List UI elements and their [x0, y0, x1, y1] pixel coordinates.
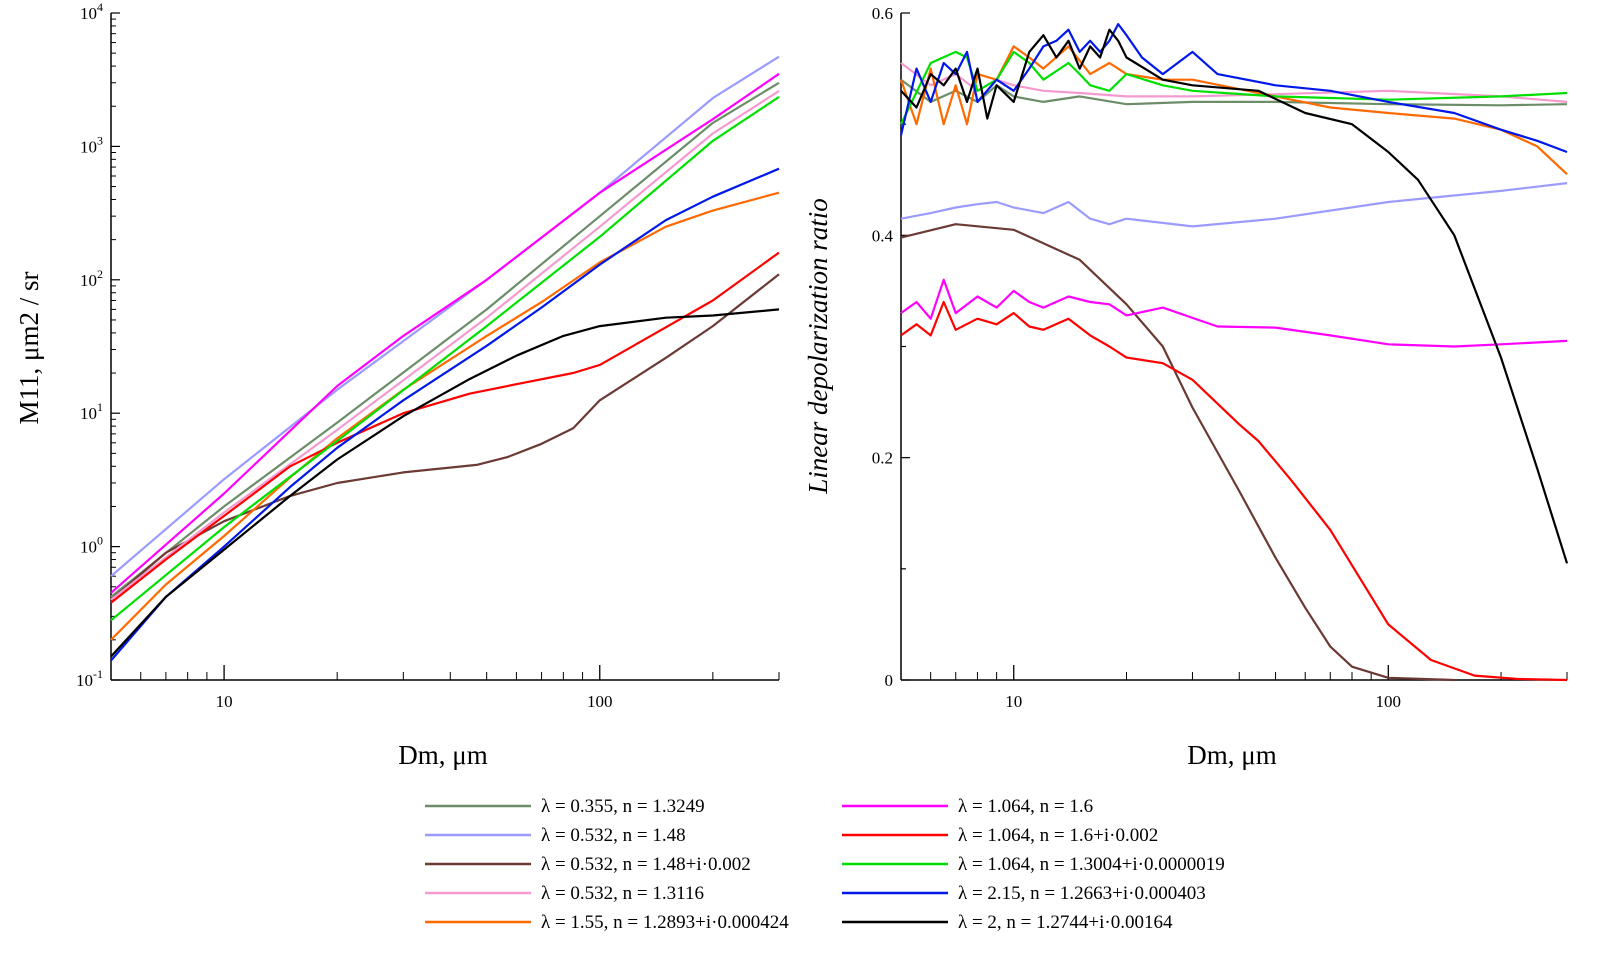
left-x-axis-title: Dm, μm — [398, 740, 487, 770]
y-tick-exponent: -1 — [93, 667, 103, 681]
y-tick-base: 10 — [80, 404, 97, 423]
right-series-line — [900, 300, 1568, 682]
legend-label: λ = 1.064, n = 1.6+i·0.002 — [958, 825, 1158, 846]
left-series-line — [110, 95, 780, 622]
right-series-line — [900, 223, 1455, 682]
legend-label: λ = 0.532, n = 1.48+i·0.002 — [541, 854, 751, 875]
right-series-line — [900, 182, 1568, 228]
y-tick-label: 0.4 — [872, 226, 894, 245]
y-tick-label: 0.6 — [872, 4, 893, 23]
legend-label: λ = 0.355, n = 1.3249 — [541, 796, 705, 817]
y-tick-label: 104 — [80, 0, 103, 23]
y-tick-label: 100 — [80, 534, 103, 557]
y-tick-base: 10 — [76, 671, 93, 690]
y-tick-base: 10 — [80, 4, 97, 23]
left-series-line — [110, 191, 780, 641]
right-series-line — [900, 28, 1569, 564]
x-tick-label: 10 — [1005, 692, 1022, 711]
x-tick-label: 100 — [1376, 692, 1402, 711]
right-chart: 0 0.2 0.4 0.6 10 100 Dm, μm Linear depolarizati… — [803, 4, 1569, 770]
legend-label: λ = 2.15, n = 1.2663+i·0.000403 — [958, 883, 1206, 904]
y-tick-label: 103 — [80, 133, 103, 156]
left-series-line — [110, 273, 780, 601]
x-tick-label: 10 — [216, 692, 233, 711]
y-tick-exponent: 4 — [97, 0, 103, 14]
legend-label: λ = 1.064, n = 1.6 — [958, 796, 1093, 817]
left-y-axis-title: M11, μm2 / sr — [14, 272, 44, 425]
right-series-line — [900, 278, 1568, 348]
legend-label: λ = 0.532, n = 1.48 — [541, 825, 686, 846]
left-series-line — [110, 72, 780, 594]
y-tick-base: 10 — [80, 538, 97, 557]
y-tick-base: 10 — [80, 137, 97, 156]
y-tick-exponent: 0 — [97, 534, 103, 548]
y-tick-label: 101 — [80, 400, 103, 423]
legend-label: λ = 0.532, n = 1.3116 — [541, 883, 704, 904]
y-tick-label: 10-1 — [76, 667, 103, 690]
y-tick-exponent: 2 — [97, 267, 103, 281]
right-x-axis-title: Dm, μm — [1187, 740, 1276, 770]
right-series-line — [899, 23, 1568, 154]
left-series-line — [110, 90, 780, 601]
y-tick-label: 0 — [885, 671, 894, 690]
y-tick-base: 10 — [80, 271, 97, 290]
left-series-line — [110, 81, 780, 598]
left-series-line — [110, 308, 780, 658]
right-series-line — [900, 78, 1568, 107]
legend-label: λ = 1.55, n = 1.2893+i·0.000424 — [541, 912, 789, 933]
left-series-line — [110, 251, 780, 604]
y-tick-label: 0.2 — [872, 449, 893, 468]
left-series-line — [110, 167, 780, 662]
legend: λ = 0.355, n = 1.3249 λ = 0.532, n = 1.48… — [425, 796, 1225, 933]
legend-label: λ = 2, n = 1.2744+i·0.00164 — [958, 912, 1173, 933]
x-tick-label: 100 — [587, 692, 613, 711]
right-series-line — [899, 45, 1568, 176]
y-tick-label: 102 — [80, 267, 103, 290]
legend-label: λ = 1.064, n = 1.3004+i·0.0000019 — [958, 854, 1225, 875]
right-y-axis-title: Linear depolarization ratio — [803, 198, 833, 495]
y-tick-exponent: 3 — [97, 133, 103, 147]
y-tick-exponent: 1 — [97, 400, 103, 414]
